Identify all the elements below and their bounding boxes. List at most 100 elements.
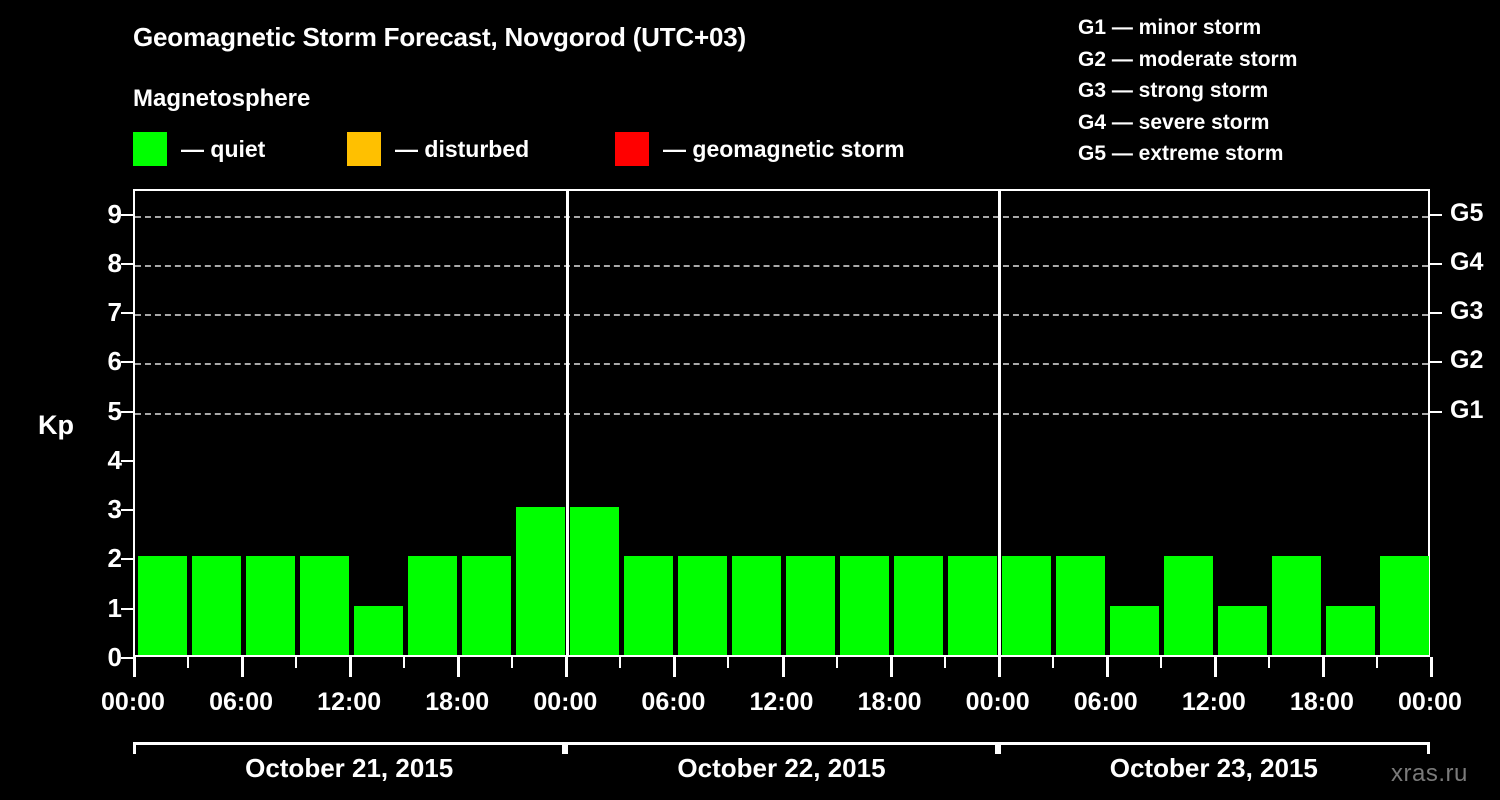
y-tick-label-7: 7 [107, 297, 122, 328]
legend-swatch-disturbed-icon [347, 132, 381, 166]
date-bracket [133, 742, 566, 754]
x-tick-major [781, 657, 785, 677]
y-tick-mark-9 [121, 213, 133, 216]
gridline-kp-8 [135, 264, 1428, 267]
x-tick-major [889, 657, 893, 677]
x-tick-label: 00:00 [1398, 688, 1462, 716]
x-tick-minor [511, 657, 514, 668]
g-tick-label-G1: G1 [1450, 395, 1484, 424]
y-tick-label-8: 8 [107, 247, 122, 278]
bar [786, 556, 836, 655]
y-axis-label: Kp [38, 410, 74, 440]
x-tick-major [133, 657, 136, 677]
bar [840, 556, 890, 655]
bar [1164, 556, 1214, 655]
bar [1380, 556, 1430, 655]
y-tick-label-0: 0 [107, 642, 122, 672]
x-tick-major [1430, 657, 1433, 677]
y-tick-mark-5 [121, 410, 133, 413]
x-tick-minor [835, 657, 838, 668]
gridline-kp-5 [135, 412, 1428, 415]
gscale-legend-line-3: G3 — strong storm [1078, 79, 1269, 102]
x-tick-minor [295, 657, 298, 668]
x-tick-label: 12:00 [749, 688, 814, 716]
magnetosphere-label: Magnetosphere [133, 85, 311, 112]
bar [299, 556, 349, 655]
y-tick-mark-1 [121, 607, 133, 610]
x-tick-minor [1051, 657, 1054, 668]
bar [1218, 605, 1268, 655]
y-tick-label-5: 5 [107, 395, 122, 426]
g-tick-label-G5: G5 [1450, 198, 1484, 227]
y-tick-label-9: 9 [107, 198, 122, 229]
gscale-legend-line-5: G5 — extreme storm [1078, 142, 1284, 165]
bar [137, 556, 187, 655]
x-tick-minor [1267, 657, 1270, 668]
y-tick-mark-8 [121, 262, 133, 265]
x-tick-label: 06:00 [641, 688, 706, 716]
x-tick-major [997, 657, 1001, 677]
bar [731, 556, 781, 655]
bar [515, 507, 565, 655]
y-tick-mark-3 [121, 509, 133, 512]
bar [1002, 556, 1052, 655]
bar [407, 556, 457, 655]
x-tick-label: 06:00 [209, 688, 274, 716]
g-tick-mark-G3 [1430, 312, 1442, 315]
bar [948, 556, 998, 655]
gscale-legend: G1 — minor storm G2 — moderate storm G3 — … [1078, 12, 1297, 170]
x-tick-minor [1159, 657, 1162, 668]
x-tick-label: 18:00 [1289, 688, 1354, 716]
legend-entry-quiet: — quiet [133, 131, 265, 167]
x-tick-major [1321, 657, 1325, 677]
legend-label-quiet: — quiet [181, 135, 266, 162]
gridline-kp-6 [135, 363, 1428, 366]
x-tick-label: 00:00 [101, 688, 165, 716]
x-tick-major [457, 657, 461, 677]
y-tick-mark-7 [121, 312, 133, 315]
x-tick-minor [403, 657, 406, 668]
x-tick-major [673, 657, 677, 677]
gscale-legend-line-2: G2 — moderate storm [1078, 47, 1298, 71]
y-tick-label-6: 6 [107, 346, 122, 377]
x-tick-major [1105, 657, 1109, 677]
gscale-legend-line-1: G1 — minor storm [1078, 16, 1262, 39]
x-tick-major [241, 657, 245, 677]
page-title: Geomagnetic Storm Forecast, Novgorod (UT… [133, 22, 746, 52]
y-tick-mark-0 [121, 657, 133, 659]
bar [191, 556, 241, 655]
bar [353, 605, 403, 655]
g-tick-label-G2: G2 [1450, 346, 1484, 375]
plot-area [133, 189, 1430, 657]
x-tick-label: 12:00 [317, 688, 382, 716]
date-bracket [565, 742, 998, 754]
legend-swatch-storm-icon [615, 132, 649, 166]
x-tick-label: 00:00 [533, 688, 598, 716]
y-tick-label-3: 3 [107, 494, 122, 525]
bar [894, 556, 944, 655]
watermark: xras.ru [1391, 760, 1468, 787]
g-tick-mark-G5 [1430, 213, 1442, 216]
date-label: October 23, 2015 [1109, 753, 1318, 783]
x-tick-minor [187, 657, 190, 668]
x-tick-major [349, 657, 353, 677]
y-tick-mark-2 [121, 558, 133, 561]
x-tick-major [1213, 657, 1217, 677]
x-tick-minor [1375, 657, 1378, 668]
day-separator [565, 191, 569, 655]
bar [569, 507, 619, 655]
x-tick-minor [943, 657, 946, 668]
legend-entry-storm: — geomagnetic storm [615, 131, 905, 167]
y-tick-mark-4 [121, 459, 133, 462]
bar [1272, 556, 1322, 655]
x-tick-label: 12:00 [1181, 688, 1246, 716]
x-tick-minor [727, 657, 730, 668]
bar [1326, 605, 1376, 655]
gscale-legend-line-4: G4 — severe storm [1078, 110, 1270, 134]
g-tick-label-G4: G4 [1450, 247, 1484, 276]
x-tick-label: 06:00 [1073, 688, 1138, 716]
day-separator [998, 191, 1002, 655]
g-tick-label-G3: G3 [1450, 297, 1484, 326]
bar [623, 556, 673, 655]
x-tick-label: 18:00 [857, 688, 922, 716]
